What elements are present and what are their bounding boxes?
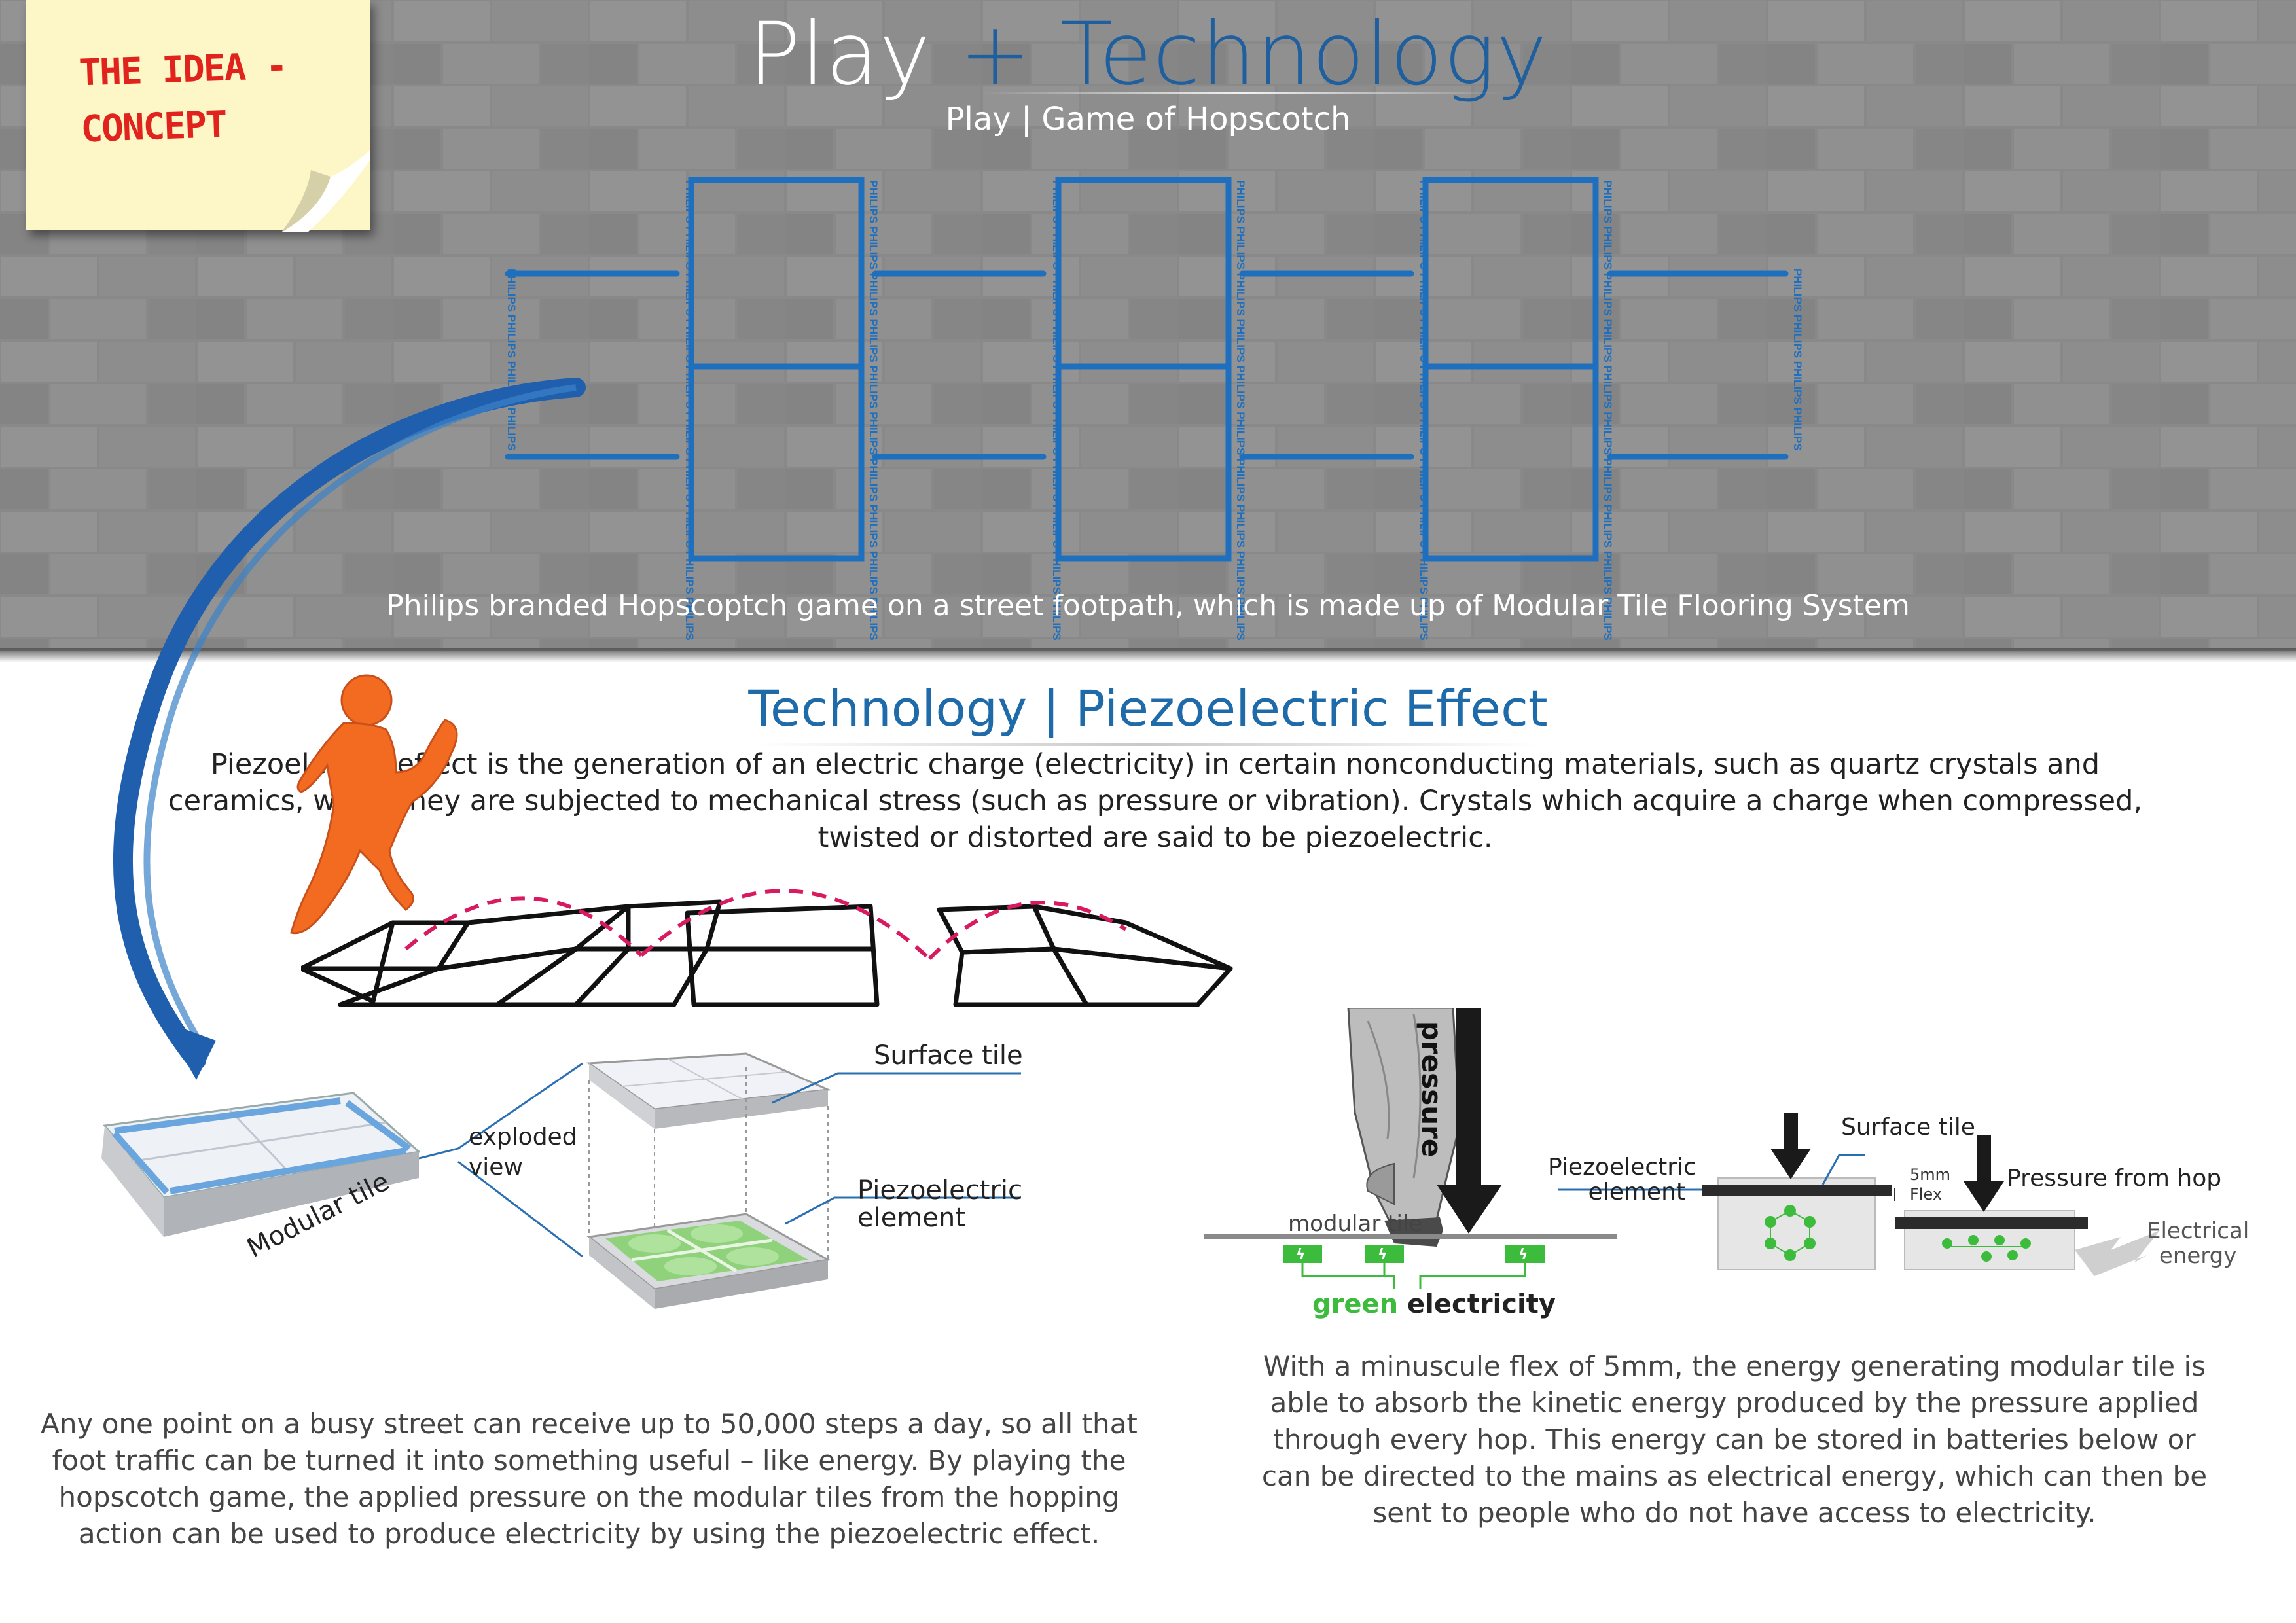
flex-value: 5mm: [1910, 1166, 1951, 1184]
title-technology: + Technology: [959, 4, 1548, 105]
concrete-footpath-background: [0, 0, 2296, 651]
brand-text-5: PHILIPS PHILIPS PHILIPS PHILIPS PHILIPS …: [1234, 180, 1247, 641]
brand-text-3: PHILIPS PHILIPS PHILIPS PHILIPS PHILIPS …: [867, 180, 880, 641]
exploded-tile-illustration: [586, 1052, 832, 1309]
modular-tile-illustration: [101, 1092, 422, 1237]
svg-text:ϟ: ϟ: [1296, 1247, 1306, 1263]
svg-text:ϟ: ϟ: [1378, 1247, 1388, 1263]
modular-tile-floor-label: modular tile: [1288, 1211, 1423, 1237]
piezo-definition: Piezoelectric effect is the generation o…: [168, 748, 2143, 854]
brand-text-6: PHILIPS PHILIPS PHILIPS PHILIPS PHILIPS …: [1418, 180, 1430, 641]
pressure-label: pressure: [1416, 1021, 1448, 1158]
exploded-view-label: exploded view: [469, 1122, 577, 1183]
sticky-note-curl: [281, 151, 370, 232]
piezo-element-right-line2: element: [1588, 1179, 1685, 1205]
page-title: Play + Technology: [0, 4, 2296, 105]
brand-text-4: PHILIPS PHILIPS PHILIPS PHILIPS PHILIPS …: [1050, 180, 1063, 641]
tile-callout-lines: [772, 1072, 1021, 1225]
brand-text-8: PHILIPS PHILIPS PHILIPS PHILIPS: [1791, 268, 1804, 451]
green-electricity-label: green electricity: [1312, 1289, 1556, 1319]
piezo-element-label: Piezoelectric element: [857, 1177, 1022, 1232]
piezo-element-line1: Piezoelectric: [857, 1175, 1022, 1205]
surface-tile-label: Surface tile: [874, 1041, 1023, 1071]
flex-label: 5mm Flex: [1910, 1165, 1950, 1204]
hopscotch-sketch: [301, 889, 1233, 1007]
piezo-element-right-line1: Piezoelectric: [1548, 1154, 1696, 1181]
exploded-view-leaders: [419, 1062, 583, 1258]
surface-tile-right-label: Surface tile: [1841, 1114, 1975, 1141]
piezo-element-right-label: Piezoelectric element: [1548, 1154, 1696, 1205]
exploded-view-line2: view: [469, 1154, 523, 1181]
flex-energy-paragraph: With a minuscule flex of 5mm, the energy…: [1261, 1350, 2208, 1529]
brand-text-7: PHILIPS PHILIPS PHILIPS PHILIPS PHILIPS …: [1602, 180, 1614, 641]
band-shadow: [0, 648, 2296, 662]
electricity-word: electricity: [1407, 1289, 1556, 1319]
paving-pattern: [0, 0, 2296, 651]
title-play: Play: [748, 4, 931, 105]
flex-word: Flex: [1910, 1185, 1943, 1204]
pressure-from-hop-label: Pressure from hop: [2007, 1165, 2222, 1192]
footpath-caption: Philips branded Hopscoptch game on a str…: [386, 589, 1910, 622]
flex-diagram: [1558, 1113, 2160, 1276]
title-underline: [982, 92, 1505, 94]
electrical-line1: Electrical: [2147, 1218, 2250, 1244]
green-word: green: [1312, 1289, 1399, 1319]
technology-heading: Technology | Piezoelectric Effect: [748, 679, 1548, 738]
piezo-element-line2: element: [857, 1203, 965, 1233]
electrical-line2: energy: [2159, 1243, 2237, 1269]
svg-text:ϟ: ϟ: [1518, 1247, 1528, 1263]
exploded-view-line1: exploded: [469, 1124, 577, 1150]
foot-traffic-paragraph: Any one point on a busy street can recei…: [41, 1408, 1138, 1550]
electrical-energy-label: Electrical energy: [2147, 1219, 2249, 1268]
brand-text-2: PHILIPS PHILIPS PHILIPS PHILIPS PHILIPS …: [683, 180, 696, 641]
technology-heading-rule: [753, 743, 1538, 746]
hopscotch-tile-grid: PHILIPS PHILIPS PHILIPS PHILIPS PHILIPS …: [505, 177, 1804, 641]
page-subtitle: Play | Game of Hopscotch: [945, 101, 1351, 137]
hopping-figure-icon: [290, 674, 458, 935]
